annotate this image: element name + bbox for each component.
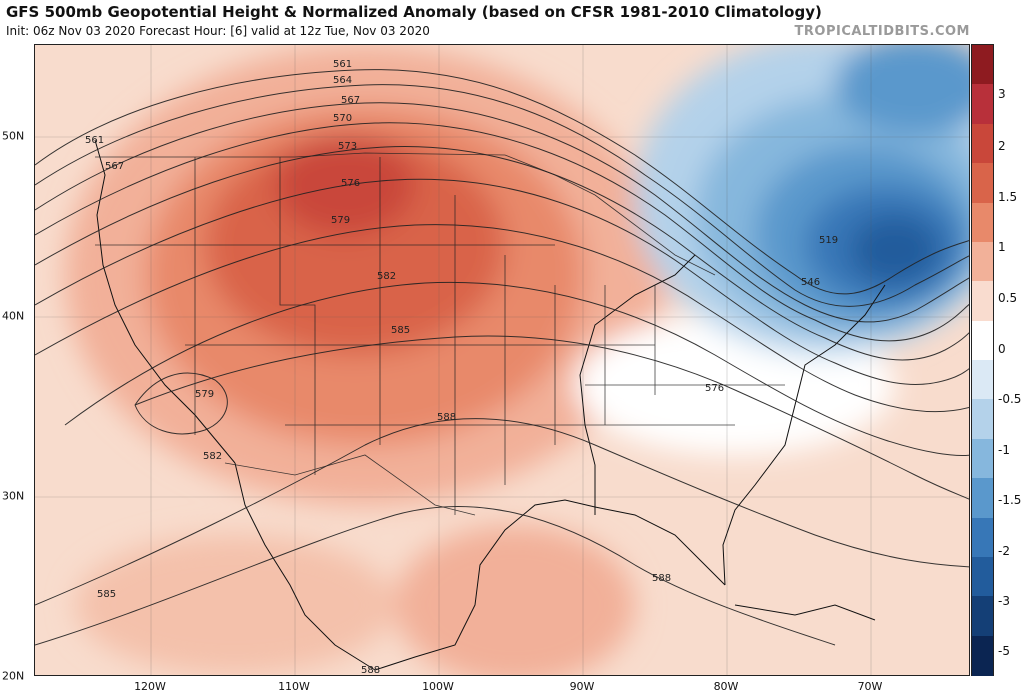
colorbar-label: 1 — [998, 240, 1006, 254]
longitude-label: 80W — [713, 680, 739, 693]
colorbar-label: 1.5 — [998, 190, 1018, 204]
contour-label: 519 — [819, 235, 838, 246]
colorbar-segment — [972, 635, 993, 676]
brand-watermark: TROPICALTIDBITS.COM — [794, 24, 970, 39]
colorbar-segment — [972, 517, 993, 558]
contour-label: 582 — [203, 451, 222, 462]
colorbar-label: -5 — [998, 644, 1010, 658]
latitude-label: 30N — [2, 489, 25, 503]
contour-label: 579 — [195, 389, 214, 400]
map-subtitle: Init: 06z Nov 03 2020 Forecast Hour: [6]… — [6, 24, 430, 38]
colorbar-segment — [972, 241, 993, 282]
longitude-label: 120W — [134, 680, 166, 693]
colorbar-segment — [972, 45, 993, 85]
longitude-label: 70W — [857, 680, 883, 693]
colorbar-label: 0 — [998, 342, 1006, 356]
colorbar-label: -1.5 — [998, 493, 1022, 507]
colorbar-segment — [972, 281, 993, 322]
contour-label: 588 — [437, 412, 456, 423]
contour-label: 570 — [333, 113, 352, 124]
contour-label: 561 — [85, 135, 104, 146]
colorbar-segment — [972, 84, 993, 125]
colorbar-segment — [972, 438, 993, 479]
contour-label: 564 — [333, 75, 352, 86]
contour-label: 573 — [338, 141, 357, 152]
height-contours — [35, 69, 969, 646]
colorbar-label: -3 — [998, 594, 1010, 608]
colorbar-segment — [972, 202, 993, 243]
longitude-label: 90W — [569, 680, 595, 693]
latitude-label: 50N — [2, 129, 25, 143]
latitude-label: 40N — [2, 309, 25, 323]
longitude-label: 110W — [278, 680, 310, 693]
colorbar-segment — [972, 163, 993, 203]
contour-label: 582 — [377, 271, 396, 282]
colorbar-label: 3 — [998, 87, 1006, 101]
colorbar-label: -1 — [998, 443, 1010, 457]
contour-label: 579 — [331, 215, 350, 226]
contour-label: 585 — [391, 325, 410, 336]
contour-label-group: 561 561 564 567 567 570 573 576 579 579 … — [85, 59, 838, 676]
colorbar-segment — [972, 478, 993, 518]
colorbar-segment — [972, 123, 993, 164]
contour-label: 576 — [705, 383, 724, 394]
colorbar-segment — [972, 320, 993, 361]
contour-label: 561 — [333, 59, 352, 70]
colorbar-segment — [972, 596, 993, 637]
colorbar-segment — [972, 556, 993, 597]
graticule — [35, 45, 969, 675]
contour-label: 546 — [801, 277, 820, 288]
contour-label: 585 — [97, 589, 116, 600]
contour-label: 567 — [105, 161, 124, 172]
map-panel: 561 561 564 567 567 570 573 576 579 579 … — [34, 44, 970, 676]
contour-label: 576 — [341, 178, 360, 189]
longitude-label: 100W — [422, 680, 454, 693]
colorbar-label: -0.5 — [998, 392, 1022, 406]
contour-label: 588 — [361, 665, 380, 676]
colorbar-segment — [972, 399, 993, 440]
contour-label: 588 — [652, 573, 671, 584]
anomaly-colorbar — [971, 44, 994, 676]
map-title: GFS 500mb Geopotential Height & Normaliz… — [6, 3, 822, 21]
contour-label: 567 — [341, 95, 360, 106]
colorbar-segment — [972, 360, 993, 400]
colorbar-label: 2 — [998, 139, 1006, 153]
colorbar-label: -2 — [998, 544, 1010, 558]
coastlines — [94, 139, 886, 671]
colorbar-label: 0.5 — [998, 291, 1018, 305]
latitude-label: 20N — [2, 669, 25, 683]
map-canvas: 561 561 564 567 567 570 573 576 579 579 … — [35, 45, 969, 676]
